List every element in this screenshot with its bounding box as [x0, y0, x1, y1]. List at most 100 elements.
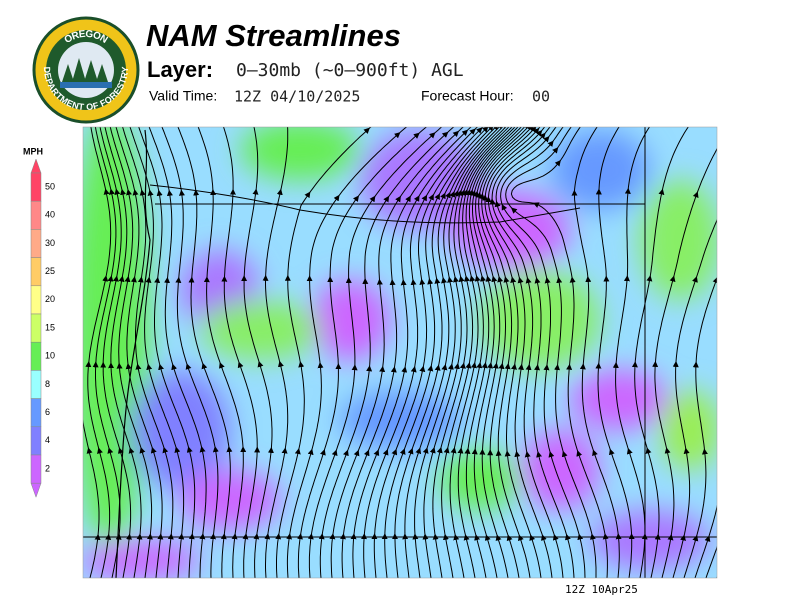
legend-cap	[30, 482, 42, 498]
streamline	[478, 127, 534, 195]
streamline	[212, 446, 219, 537]
streamline	[139, 447, 153, 537]
streamline	[514, 450, 544, 538]
streamline	[631, 361, 649, 451]
streamline	[501, 204, 548, 281]
streamline	[478, 192, 507, 280]
streamline	[457, 447, 467, 538]
streamline	[495, 534, 509, 578]
streamline	[467, 362, 488, 451]
streamline	[158, 363, 190, 450]
streamline	[289, 448, 314, 537]
streamline	[88, 275, 109, 365]
streamline	[695, 276, 717, 365]
streamline	[441, 446, 450, 537]
streamline	[482, 194, 514, 280]
streamline	[144, 276, 152, 367]
streamline	[609, 448, 633, 537]
streamline	[548, 451, 581, 537]
streamline	[529, 534, 542, 578]
streamline	[448, 127, 504, 195]
streamline	[241, 275, 261, 364]
streamline	[376, 278, 385, 369]
streamline	[505, 147, 559, 210]
streamline	[426, 363, 454, 451]
streamline	[475, 191, 500, 280]
streamline	[362, 277, 371, 369]
streamline	[447, 276, 456, 367]
streamline	[154, 276, 161, 367]
legend-label: 40	[45, 210, 55, 220]
streamline	[138, 127, 160, 193]
streamline	[243, 188, 259, 279]
streamline	[460, 361, 483, 451]
streamline	[206, 189, 217, 280]
streamline	[449, 447, 457, 537]
streamline	[561, 450, 593, 537]
streamline	[576, 450, 606, 537]
streamline	[500, 140, 554, 207]
streamline	[89, 533, 101, 578]
logo-top: OREGON	[62, 28, 109, 45]
streamline	[374, 448, 398, 537]
streamline	[361, 533, 368, 578]
streamline	[433, 362, 460, 451]
streamline	[155, 533, 164, 578]
streamline	[497, 363, 511, 453]
streamline	[470, 189, 489, 279]
streamline	[404, 447, 422, 537]
streamline	[414, 447, 429, 537]
streamline	[469, 275, 479, 365]
streamline	[481, 362, 499, 452]
streamline	[661, 127, 689, 192]
streamline	[318, 533, 325, 578]
streamline	[468, 127, 519, 193]
streamline	[672, 360, 687, 451]
streamline	[431, 127, 489, 197]
streamline	[223, 127, 234, 192]
streamline	[474, 362, 494, 452]
streamline	[356, 132, 420, 199]
streamline	[443, 127, 499, 196]
streamline	[267, 447, 288, 537]
streamline	[175, 276, 189, 367]
streamline	[481, 127, 537, 196]
streamline	[342, 449, 370, 537]
streamline	[394, 447, 414, 537]
streamline	[566, 363, 579, 454]
streamline	[543, 364, 552, 455]
streamline	[491, 127, 493, 128]
streamline	[485, 275, 495, 366]
streamline	[364, 195, 390, 281]
streamline	[92, 361, 110, 451]
streamline	[536, 451, 568, 537]
streamline	[256, 446, 274, 537]
streamline	[571, 189, 589, 280]
streamline	[446, 362, 472, 451]
streamline	[510, 207, 560, 280]
legend-label: 50	[45, 181, 55, 191]
streamline	[503, 276, 513, 367]
streamline	[245, 446, 261, 537]
legend-title: MPH	[23, 146, 43, 156]
streamline	[394, 365, 426, 452]
streamline	[595, 362, 612, 452]
streamline	[95, 275, 114, 365]
streamline	[716, 576, 717, 578]
streamline	[398, 130, 460, 199]
streamline	[468, 189, 483, 279]
streamline	[552, 534, 564, 578]
streamline	[448, 190, 459, 280]
legend-swatch	[30, 370, 42, 399]
streamline	[547, 127, 557, 139]
streamline	[115, 127, 136, 193]
streamline	[452, 127, 508, 194]
streamline	[612, 361, 630, 451]
streamline	[418, 363, 448, 451]
streamline	[517, 276, 526, 367]
streamline	[510, 276, 519, 367]
streamline	[534, 127, 537, 129]
streamline	[335, 364, 358, 453]
streamline	[109, 127, 129, 193]
